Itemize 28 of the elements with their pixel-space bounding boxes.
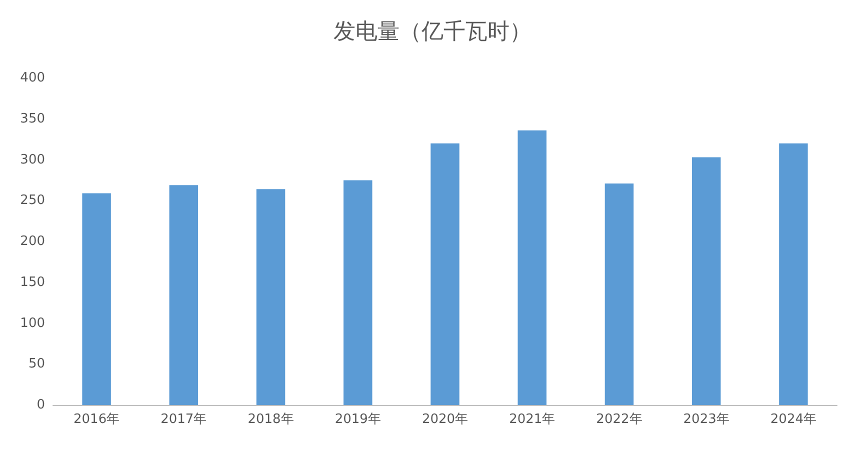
x-tick-label: 2020年	[422, 412, 468, 427]
y-tick-label: 0	[36, 398, 45, 412]
x-tick-label: 2022年	[596, 412, 642, 427]
bar	[82, 193, 111, 405]
x-tick-label: 2017年	[160, 412, 207, 427]
y-tick-label: 100	[20, 316, 45, 331]
x-tick-label: 2021年	[509, 412, 556, 427]
y-tick-label: 300	[20, 152, 45, 168]
bar	[256, 189, 286, 405]
y-tick-label: 400	[20, 70, 45, 86]
bar	[779, 143, 808, 405]
x-tick-label: 2019年	[334, 412, 381, 427]
bar	[692, 157, 721, 405]
bar	[518, 130, 546, 405]
y-tick-label: 200	[20, 234, 45, 249]
x-tick-label: 2024年	[770, 412, 816, 427]
y-tick-label: 150	[20, 274, 45, 290]
x-tick-label: 2018年	[248, 412, 294, 427]
x-tick-label: 2016年	[74, 412, 120, 427]
y-tick-label: 250	[20, 193, 45, 208]
bar	[169, 185, 198, 405]
bar	[604, 183, 634, 405]
chart-title: 发电量（亿千瓦时）	[334, 20, 532, 44]
x-tick-label: 2023年	[683, 412, 730, 427]
y-tick-label: 350	[20, 111, 45, 126]
y-tick-label: 50	[28, 356, 45, 372]
bar	[430, 143, 460, 405]
bar	[344, 180, 372, 405]
